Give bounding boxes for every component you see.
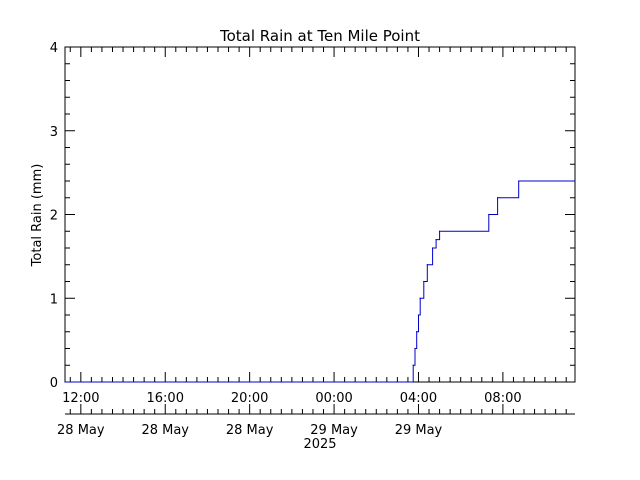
x-tick-label: 20:00 bbox=[231, 391, 268, 406]
rain-data-point bbox=[488, 213, 490, 216]
x-date-label: 29 May bbox=[395, 423, 443, 438]
rain-data-point bbox=[518, 180, 520, 182]
y-tick-label: 2 bbox=[50, 209, 58, 224]
x-date-label: 29 May bbox=[310, 423, 358, 438]
year-label: 2025 bbox=[303, 437, 336, 452]
x-tick-label: 08:00 bbox=[484, 391, 521, 406]
y-tick-label: 0 bbox=[50, 376, 58, 391]
x-date-label: 28 May bbox=[141, 423, 189, 438]
y-axis-label: Total Rain (mm) bbox=[30, 164, 45, 268]
rain-series-line bbox=[65, 180, 575, 383]
rain-data-point bbox=[438, 230, 441, 232]
rain-data-point bbox=[64, 381, 66, 383]
rain-data-point bbox=[414, 347, 416, 350]
ticks-layer bbox=[65, 46, 575, 414]
y-tick-label: 4 bbox=[50, 41, 58, 56]
rain-data-point bbox=[435, 239, 437, 241]
rain-data-point bbox=[431, 247, 434, 249]
y-tick-label: 1 bbox=[50, 292, 58, 307]
rain-data-point bbox=[574, 180, 576, 182]
x-date-label: 28 May bbox=[57, 423, 105, 438]
chart-title: Total Rain at Ten Mile Point bbox=[219, 27, 420, 45]
rain-data-point bbox=[416, 331, 418, 333]
rain-data-point bbox=[497, 197, 499, 199]
series-layer bbox=[64, 180, 576, 383]
rain-data-point bbox=[423, 280, 425, 283]
labels-layer: 0 1 2 3 4 12:00 28 May 16:00 28 May 20:00 28 May 00… bbox=[50, 41, 522, 438]
rain-data-point bbox=[419, 297, 421, 299]
plot-frame bbox=[64, 46, 576, 383]
rain-data-point bbox=[417, 314, 420, 316]
y-tick-label: 3 bbox=[50, 125, 58, 140]
x-tick-label: 12:00 bbox=[62, 391, 99, 406]
x-date-label: 28 May bbox=[226, 423, 274, 438]
rain-data-point bbox=[412, 364, 414, 366]
x-tick-label: 04:00 bbox=[400, 391, 437, 406]
rain-data-point bbox=[426, 264, 428, 266]
x-tick-label: 00:00 bbox=[315, 391, 352, 406]
x-tick-label: 16:00 bbox=[147, 391, 184, 406]
